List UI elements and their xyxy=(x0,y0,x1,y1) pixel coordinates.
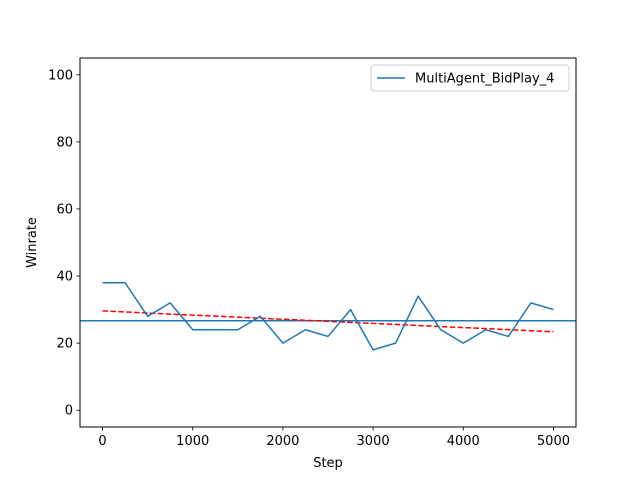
x-axis: 0 1000 2000 3000 4000 5000 xyxy=(98,427,570,449)
x-tick-label: 1000 xyxy=(176,434,209,449)
plot-area xyxy=(80,282,576,351)
x-tick-label: 5000 xyxy=(537,434,570,449)
x-tick-label: 3000 xyxy=(357,434,390,449)
legend-label: MultiAgent_BidPlay_4 xyxy=(415,72,554,87)
axes-frame xyxy=(79,57,577,428)
x-axis-label: Step xyxy=(313,456,343,471)
legend-box xyxy=(370,64,570,92)
series-line-0 xyxy=(102,282,554,351)
x-tick-label: 2000 xyxy=(266,434,299,449)
legend: MultiAgent_BidPlay_4 xyxy=(370,64,570,92)
trend-line xyxy=(102,310,554,333)
x-tick-label: 4000 xyxy=(447,434,480,449)
y-tick-label: 80 xyxy=(56,135,73,150)
y-tick-label: 40 xyxy=(56,270,73,285)
y-tick-label: 60 xyxy=(56,202,73,217)
y-tick-label: 20 xyxy=(56,337,73,352)
y-axis: 0 20 40 60 80 100 xyxy=(48,68,80,419)
y-tick-label: 100 xyxy=(48,68,73,83)
x-tick-label: 0 xyxy=(98,434,106,449)
y-tick-label: 0 xyxy=(65,404,73,419)
y-axis-label: Winrate xyxy=(25,217,40,268)
